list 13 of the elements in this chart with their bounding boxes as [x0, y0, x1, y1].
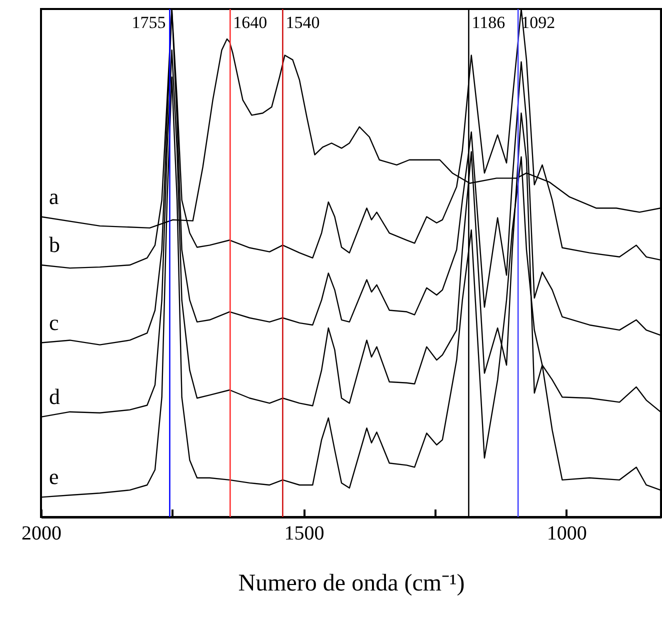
x-axis-title: Numero de onda (cm⁻¹) — [238, 570, 465, 596]
ref-line-label: 1186 — [472, 13, 506, 32]
series-label: d — [49, 384, 60, 409]
ref-line-label: 1640 — [233, 13, 268, 32]
ref-line-label: 1755 — [132, 13, 166, 32]
x-tick-label: 1500 — [284, 522, 324, 544]
x-tick-label: 2000 — [22, 522, 62, 544]
series-label: e — [49, 464, 59, 490]
ref-line-label: 1540 — [286, 13, 320, 32]
series-label: a — [49, 184, 59, 209]
series-label: b — [49, 232, 60, 258]
x-tick-label: 1000 — [546, 522, 587, 544]
series-label: c — [49, 310, 59, 335]
